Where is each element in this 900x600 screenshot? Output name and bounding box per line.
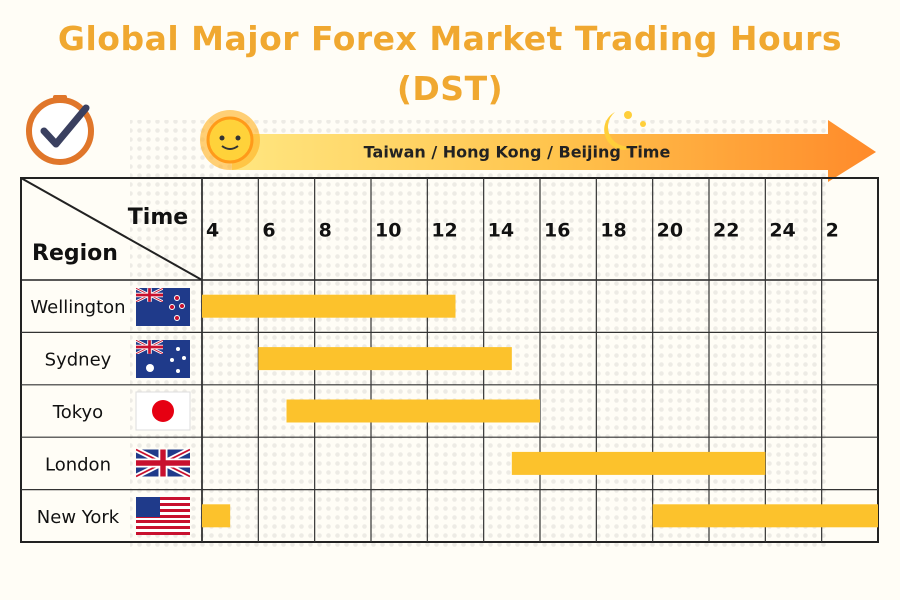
- x-tick-label: 8: [319, 220, 332, 242]
- sun-icon: [200, 110, 260, 170]
- bar: [652, 504, 878, 528]
- flag-au: [136, 340, 190, 378]
- x-axis-label: Time: [128, 205, 188, 230]
- x-tick-label: 20: [657, 220, 683, 242]
- flag-nz: [136, 288, 190, 326]
- map-background: [130, 120, 830, 550]
- bar: [258, 347, 512, 371]
- bar: [511, 451, 766, 475]
- region-label: Tokyo: [52, 402, 103, 423]
- x-tick-label: 18: [600, 220, 626, 242]
- table-frame: [20, 177, 879, 543]
- bar: [286, 399, 540, 423]
- region-label: Sydney: [45, 350, 112, 371]
- flag-uk: [136, 450, 190, 477]
- flag-jp: [135, 391, 191, 431]
- x-tick-label: 10: [375, 220, 401, 242]
- moon-icon: [604, 111, 646, 150]
- bar: [202, 504, 231, 528]
- flag-us: [136, 497, 190, 535]
- region-label: Wellington: [30, 297, 125, 318]
- bar: [202, 294, 456, 318]
- region-label: London: [45, 454, 111, 475]
- region-label: New York: [37, 507, 120, 528]
- chart-title: Global Major Forex Market Trading Hours …: [57, 19, 843, 108]
- x-tick-label: 22: [713, 220, 739, 242]
- y-axis-label: Region: [32, 241, 118, 266]
- time-arrow: [232, 120, 876, 182]
- x-tick-label: 12: [431, 220, 457, 242]
- flags: [135, 288, 191, 535]
- x-tick-label: 2: [826, 220, 839, 242]
- x-tick-label: 14: [488, 220, 514, 242]
- x-tick-label: 4: [206, 220, 219, 242]
- clock-icon: [26, 95, 94, 165]
- x-tick-label: 16: [544, 220, 570, 242]
- subtitle: Taiwan / Hong Kong / Beijing Time: [364, 143, 671, 162]
- x-tick-label: 24: [769, 220, 795, 242]
- x-tick-label: 6: [262, 220, 275, 242]
